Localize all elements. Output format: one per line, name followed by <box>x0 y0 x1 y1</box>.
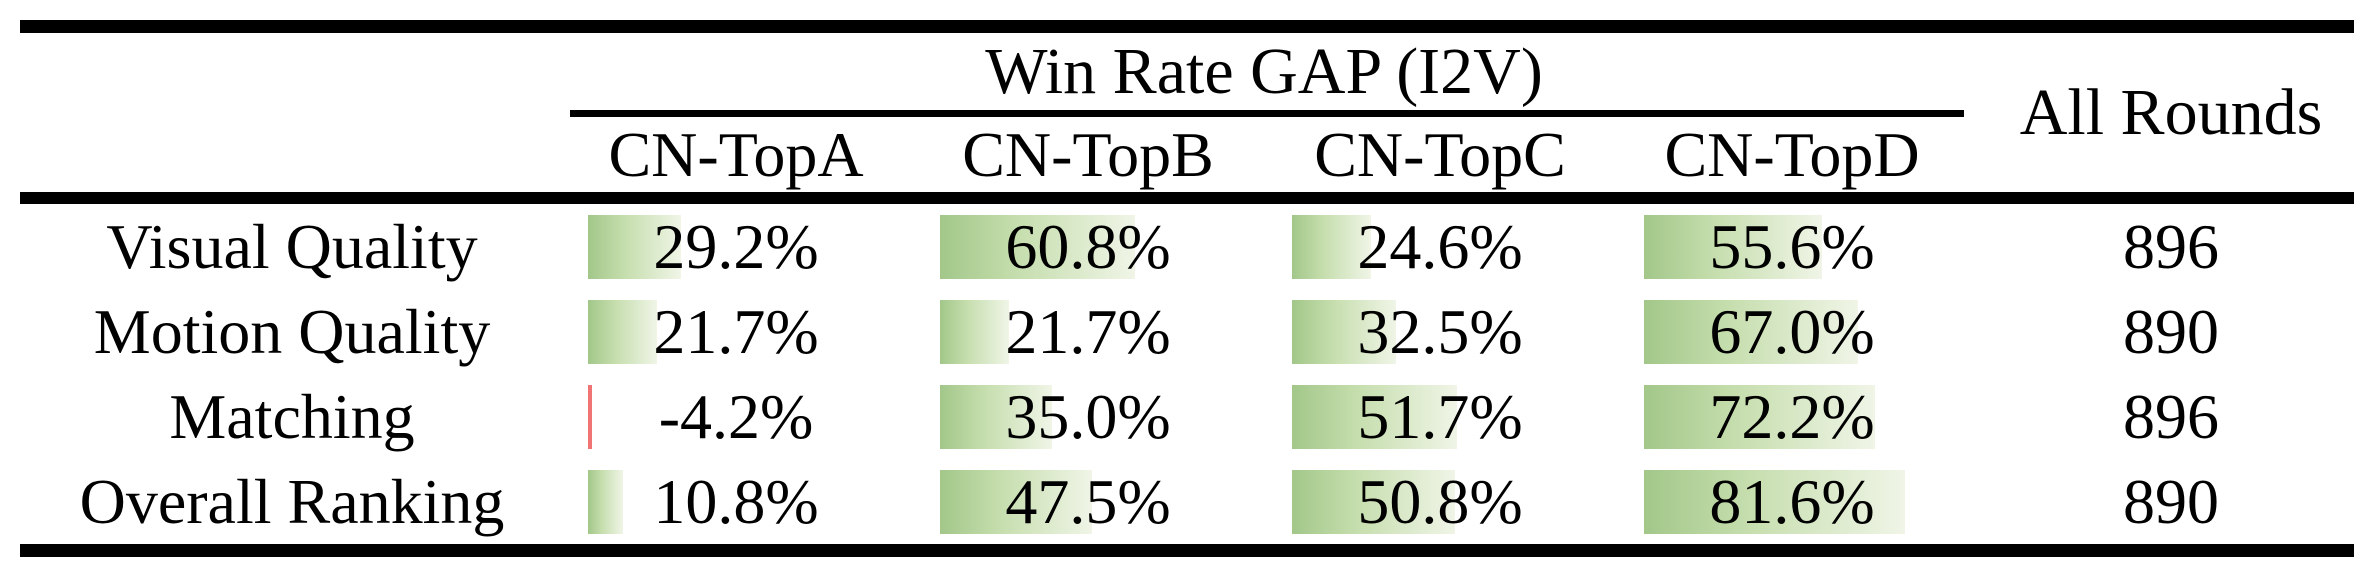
table-header: Win Rate GAP (I2V) CN-TopA CN-TopB CN-To… <box>0 33 2374 192</box>
winrate-value: 60.8% <box>1005 210 1171 282</box>
winrate-cell: 29.2% <box>560 204 912 289</box>
data-bar <box>1292 299 1396 364</box>
column-header-cn-topd: CN-TopD <box>1664 118 1920 190</box>
data-bar <box>588 384 592 449</box>
winrate-value: 29.2% <box>653 210 819 282</box>
bottom-rule <box>20 544 2354 557</box>
data-bar <box>588 299 657 364</box>
column-header-row: CN-TopA CN-TopB CN-TopC CN-TopD <box>560 117 1968 192</box>
winrate-value: 35.0% <box>1005 380 1171 452</box>
row-label: Matching <box>169 380 415 452</box>
all-rounds-cell: 890 <box>2123 465 2219 537</box>
group-header-title: Win Rate GAP (I2V) <box>985 34 1543 108</box>
winrate-value: 47.5% <box>1005 465 1171 537</box>
winrate-value: 50.8% <box>1357 465 1523 537</box>
winrate-value: 21.7% <box>653 295 819 367</box>
data-bar <box>1644 214 1822 279</box>
winrate-cell: 10.8% <box>560 459 912 544</box>
data-bar <box>1292 214 1371 279</box>
winrate-value: 81.6% <box>1709 465 1875 537</box>
winrate-cell: 32.5% <box>1264 289 1616 374</box>
table-row: Visual Quality 29.2% 60.8% 24.6% 55.6% 8… <box>0 204 2374 289</box>
table-row: Matching -4.2% 35.0% 51.7% 72.2% 896 <box>0 374 2374 459</box>
winrate-cell: 24.6% <box>1264 204 1616 289</box>
winrate-cell: 60.8% <box>912 204 1264 289</box>
all-rounds-cell: 896 <box>2123 380 2219 452</box>
winrate-value: 10.8% <box>653 465 819 537</box>
winrate-cell: 47.5% <box>912 459 1264 544</box>
data-bar <box>940 214 1135 279</box>
row-label: Visual Quality <box>106 210 478 282</box>
table-body: Visual Quality 29.2% 60.8% 24.6% 55.6% 8… <box>0 204 2374 544</box>
all-rounds-cell: 890 <box>2123 295 2219 367</box>
column-header-cn-topa: CN-TopA <box>608 118 864 190</box>
winrate-value: -4.2% <box>658 380 814 452</box>
data-bar <box>1644 299 1858 364</box>
winrate-cell: -4.2% <box>560 374 912 459</box>
winrate-cell: 21.7% <box>560 289 912 374</box>
data-bar <box>940 299 1009 364</box>
data-bar <box>1644 384 1875 449</box>
winrate-value: 21.7% <box>1005 295 1171 367</box>
winrate-cell: 50.8% <box>1264 459 1616 544</box>
winrate-cell: 51.7% <box>1264 374 1616 459</box>
table-row: Motion Quality 21.7% 21.7% 32.5% 67.0% 8… <box>0 289 2374 374</box>
group-underline-rule <box>570 110 1964 117</box>
winrate-value: 72.2% <box>1709 380 1875 452</box>
winrate-value: 51.7% <box>1357 380 1523 452</box>
winrate-cell: 81.6% <box>1616 459 1968 544</box>
column-header-cn-topc: CN-TopC <box>1314 118 1566 190</box>
all-rounds-cell: 896 <box>2123 210 2219 282</box>
winrate-cell: 55.6% <box>1616 204 1968 289</box>
winrate-value: 67.0% <box>1709 295 1875 367</box>
winrate-cell: 72.2% <box>1616 374 1968 459</box>
winrate-cell: 67.0% <box>1616 289 1968 374</box>
column-header-all-rounds: All Rounds <box>2019 75 2323 149</box>
winrate-value: 55.6% <box>1709 210 1875 282</box>
header-spacer <box>0 33 560 192</box>
table-row: Overall Ranking 10.8% 47.5% 50.8% 81.6% … <box>0 459 2374 544</box>
row-label: Overall Ranking <box>79 465 505 537</box>
header-bottom-rule <box>20 192 2354 204</box>
top-rule <box>20 20 2354 33</box>
winrate-cell: 35.0% <box>912 374 1264 459</box>
data-bar <box>1292 469 1455 534</box>
winrate-group: Win Rate GAP (I2V) CN-TopA CN-TopB CN-To… <box>560 33 1968 192</box>
data-bar <box>940 469 1092 534</box>
winrate-value: 32.5% <box>1357 295 1523 367</box>
winrate-value: 24.6% <box>1357 210 1523 282</box>
data-bar <box>1292 384 1457 449</box>
data-bar <box>940 384 1052 449</box>
data-bar <box>588 214 681 279</box>
row-label: Motion Quality <box>93 295 491 367</box>
winrate-cell: 21.7% <box>912 289 1264 374</box>
data-bar <box>588 469 623 534</box>
column-header-cn-topb: CN-TopB <box>962 118 1214 190</box>
data-bar <box>1644 469 1905 534</box>
